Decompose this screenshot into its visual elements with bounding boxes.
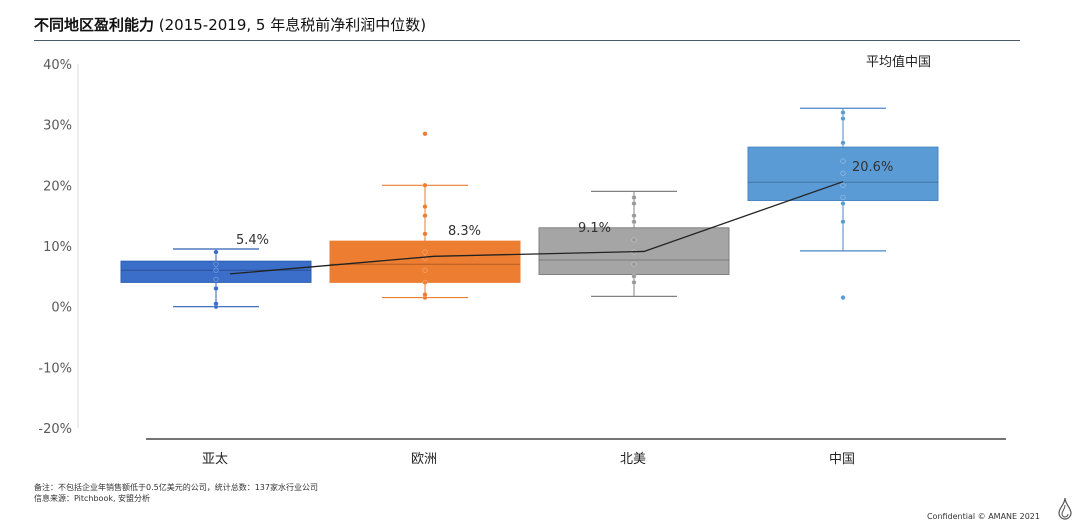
x-tick-label: 北美 [620, 452, 646, 467]
data-point [840, 170, 846, 176]
note-line-1: 备注：不包括企业年销售额低于0.5亿美元的公司，统计总数：137家水行业公司 [34, 483, 318, 492]
data-point [840, 116, 846, 122]
data-point [213, 285, 219, 292]
mean-label: 8.3% [448, 224, 481, 239]
data-point [840, 182, 846, 188]
data-point [840, 158, 846, 164]
boxes-group [120, 107, 939, 308]
data-point [631, 200, 637, 207]
footer-confidential: Confidential © AMANE 2021 [926, 512, 1040, 521]
data-point [840, 140, 846, 146]
data-point [631, 237, 637, 243]
data-point [422, 231, 428, 237]
data-point [422, 249, 428, 255]
data-point [422, 131, 428, 137]
y-axis: -20% -10% 0% 10% 20% 30% 40% [38, 58, 79, 437]
data-point [213, 276, 219, 282]
data-point [422, 213, 428, 219]
box-欧洲 [329, 240, 521, 283]
y-tick-label: 40% [43, 58, 72, 73]
data-point [631, 279, 637, 285]
data-point [422, 204, 428, 210]
y-tick-label: 10% [43, 240, 72, 255]
data-point [631, 261, 637, 267]
note-line-2: 信息来源：Pitchbook, 安盟分析 [34, 494, 151, 503]
legend-note: 平均值中国 [866, 54, 931, 70]
chart-title-subtitle: (2015-2019, 5 年息税前净利润中位数) [154, 16, 427, 34]
data-point [213, 267, 219, 273]
data-point [213, 301, 219, 307]
x-axis: 亚太 欧洲 北美 中国 [146, 438, 1006, 467]
mean-label: 5.4% [236, 233, 269, 248]
data-point [422, 291, 428, 298]
data-point [840, 219, 846, 225]
y-tick-label: 0% [51, 301, 72, 316]
y-tick-label: -20% [38, 422, 72, 437]
mean-label: 9.1% [578, 221, 611, 236]
data-point [213, 261, 219, 267]
data-point [631, 219, 637, 225]
data-point [422, 182, 428, 188]
chart-title-main: 不同地区盈利能力 [34, 16, 155, 34]
data-point [213, 249, 219, 255]
title-divider [34, 40, 1020, 41]
points-group [213, 109, 846, 310]
mean-line [229, 181, 844, 275]
data-point [840, 200, 846, 207]
amane-logo-icon [1058, 497, 1072, 520]
data-point [631, 194, 637, 201]
y-tick-label: 30% [43, 119, 72, 134]
mean-label: 20.6% [852, 160, 893, 175]
data-point [631, 273, 637, 279]
data-point [840, 295, 846, 301]
data-point [422, 267, 428, 273]
data-point [840, 194, 846, 201]
data-point [422, 279, 428, 285]
y-tick-label: -10% [38, 361, 72, 376]
mean-line-group: 5.4% 8.3% 9.1% 20.6% [229, 160, 893, 275]
data-point [631, 213, 637, 219]
x-tick-label: 欧洲 [411, 452, 437, 467]
x-tick-label: 中国 [829, 452, 855, 467]
y-tick-label: 20% [43, 179, 72, 194]
data-point [840, 109, 846, 116]
chart-title: 不同地区盈利能力 (2015-2019, 5 年息税前净利润中位数) [34, 14, 426, 35]
x-tick-label: 亚太 [202, 452, 228, 467]
